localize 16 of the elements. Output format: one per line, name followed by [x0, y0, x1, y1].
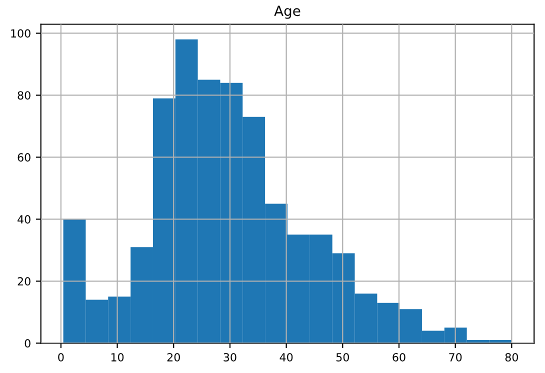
x-tick-label: 80 [505, 353, 518, 362]
y-tick-label: 80 [18, 91, 30, 100]
y-tick-label: 60 [18, 153, 30, 162]
x-tick-label: 10 [111, 353, 124, 362]
y-tick-label: 100 [11, 29, 30, 38]
x-tick-label: 70 [449, 353, 462, 362]
x-tick-label: 50 [336, 353, 349, 362]
x-tick-label: 40 [280, 353, 293, 362]
x-tick-label: 30 [224, 353, 236, 362]
chart-title: Age [274, 6, 300, 19]
x-tick-label: 0 [58, 353, 64, 362]
y-tick-label: 40 [18, 215, 30, 224]
y-tick-label: 0 [24, 339, 30, 348]
y-tick-label: 20 [18, 277, 30, 286]
x-tick-label: 60 [392, 353, 406, 362]
x-tick-label: 20 [167, 353, 180, 362]
